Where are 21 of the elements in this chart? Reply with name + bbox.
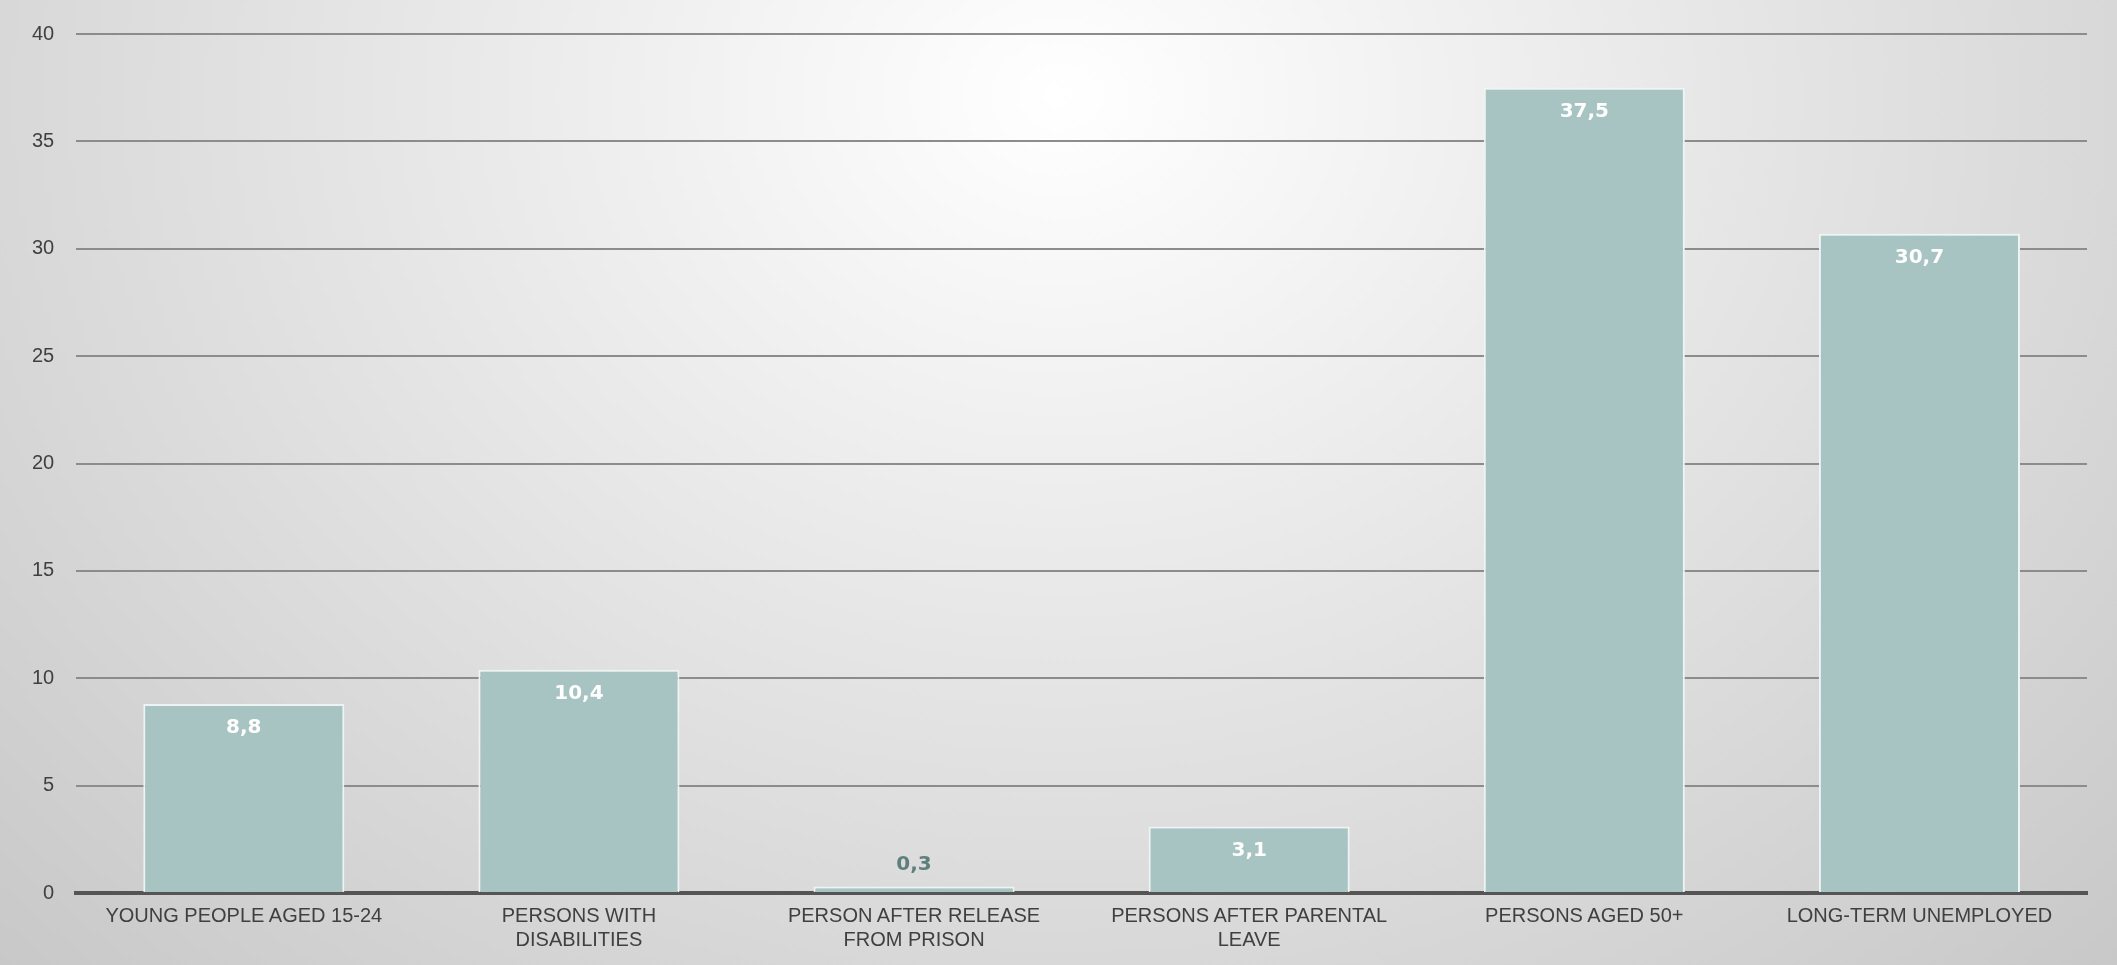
y-tick-label: 0 <box>43 880 55 903</box>
x-tick-label: LONG-TERM UNEMPLOYED <box>1786 903 2053 926</box>
data-label: 37,5 <box>1559 97 1609 122</box>
data-label: 3,1 <box>1231 836 1267 861</box>
y-tick-label: 25 <box>32 343 55 366</box>
x-tick-label: YOUNG PEOPLE AGED 15-24 <box>105 903 383 926</box>
x-tick-label: PERSONS WITH DISABILITIES <box>501 903 657 950</box>
x-tick-label: PERSON AFTER RELEASE FROM PRISON <box>787 903 1041 950</box>
data-label: 8,8 <box>226 714 262 739</box>
x-tick-label: PERSONS AFTER PARENTAL LEAVE <box>1111 903 1388 950</box>
y-tick-label: 15 <box>32 558 55 581</box>
y-tick-label: 35 <box>32 128 55 151</box>
y-tick-label: 20 <box>32 451 55 474</box>
data-label: 0,3 <box>896 850 932 875</box>
data-label: 10,4 <box>554 679 604 704</box>
y-tick-label: 30 <box>32 236 55 259</box>
y-tick-label: 5 <box>43 773 55 796</box>
y-tick-label: 10 <box>32 665 55 688</box>
data-label: 30,7 <box>1894 243 1945 268</box>
y-tick-label: 40 <box>32 21 55 44</box>
x-tick-label: PERSONS AGED 50+ <box>1485 903 1684 926</box>
